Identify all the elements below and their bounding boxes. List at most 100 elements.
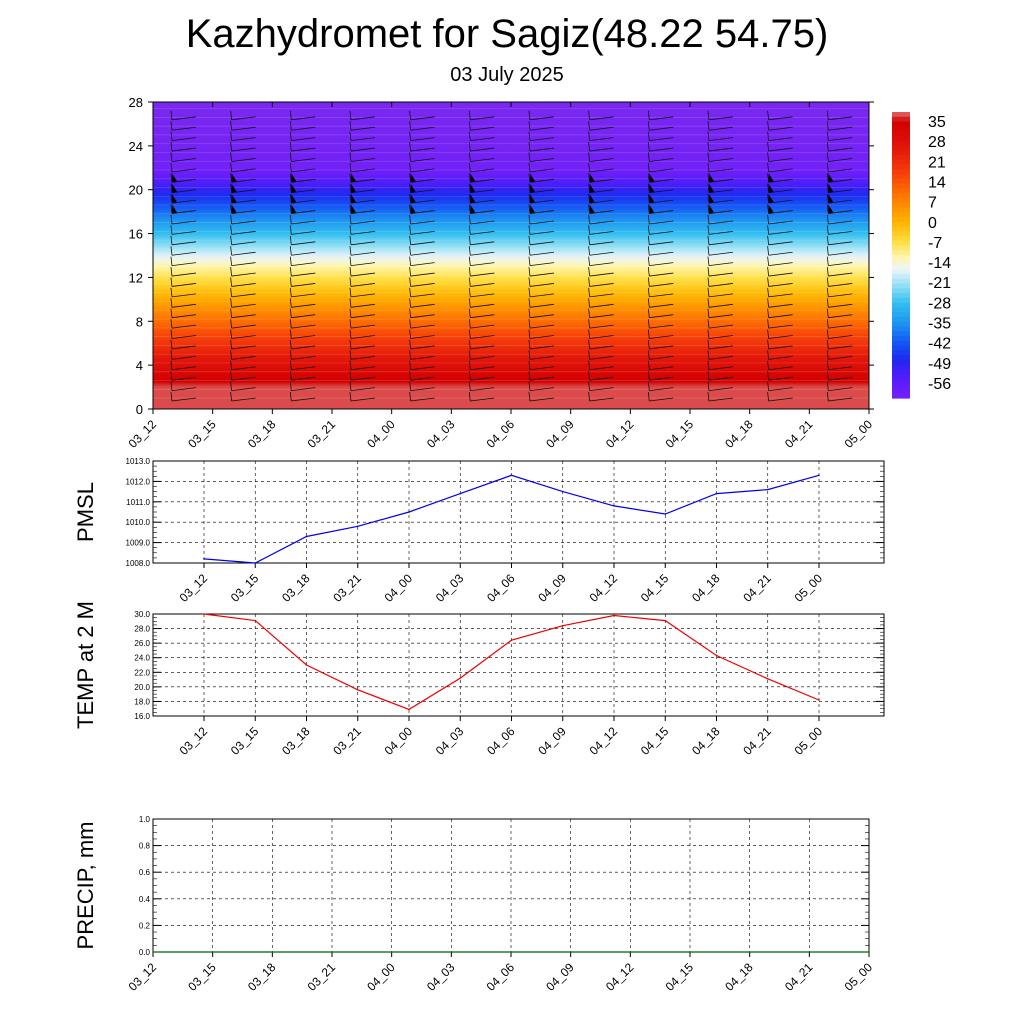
wind-barb bbox=[409, 277, 412, 287]
wind-barb bbox=[470, 199, 495, 204]
x-tick-label: 04_06 bbox=[484, 724, 518, 758]
wind-barb bbox=[410, 178, 435, 183]
wind-barb bbox=[528, 110, 531, 120]
wind-barb bbox=[768, 126, 793, 131]
wind-barb bbox=[291, 324, 316, 329]
x-tick-label: 04_21 bbox=[740, 724, 774, 758]
y-tick-label: 1011.0 bbox=[126, 498, 150, 507]
wind-barb bbox=[768, 147, 793, 152]
wind-barb bbox=[647, 152, 650, 162]
wind-barb bbox=[767, 131, 770, 141]
wind-barb bbox=[171, 158, 197, 162]
wind-barb bbox=[350, 251, 376, 256]
wind-barb bbox=[171, 210, 197, 214]
wind-barb bbox=[768, 178, 793, 183]
wind-barb bbox=[289, 391, 292, 402]
wind-barb bbox=[647, 162, 650, 172]
x-tick-label: 03_21 bbox=[305, 960, 339, 994]
wind-barb bbox=[231, 324, 256, 329]
wind-barb bbox=[767, 121, 770, 131]
wind-barb bbox=[231, 147, 256, 152]
colorbar-swatch bbox=[892, 278, 910, 285]
y-tick-label: 22.0 bbox=[134, 668, 150, 677]
wind-barb bbox=[768, 137, 793, 142]
wind-barb bbox=[826, 391, 829, 402]
wind-barb bbox=[170, 152, 173, 162]
colorbar-swatch bbox=[892, 231, 910, 237]
wind-barb-pennant bbox=[171, 194, 177, 204]
wind-barb bbox=[708, 241, 734, 246]
wind-barb-pennant bbox=[470, 204, 476, 214]
wind-barb bbox=[170, 173, 173, 183]
wind-barb-pennant bbox=[708, 173, 714, 183]
wind-barb bbox=[171, 324, 197, 329]
wind-barb bbox=[588, 121, 591, 131]
wind-barb bbox=[828, 199, 853, 204]
wind-barb bbox=[589, 158, 614, 162]
wind-barb bbox=[768, 376, 793, 381]
colorbar-swatch bbox=[892, 259, 910, 266]
colorbar-swatch bbox=[892, 188, 910, 194]
data-point bbox=[450, 951, 453, 953]
wind-barb bbox=[588, 162, 591, 172]
wind-barb bbox=[828, 366, 853, 371]
wind-barb bbox=[468, 225, 471, 235]
wind-barb bbox=[231, 241, 256, 246]
y-tick-label: 0.2 bbox=[139, 921, 151, 930]
colorbar-swatch bbox=[892, 173, 910, 180]
wind-barb bbox=[468, 350, 471, 360]
wind-barb bbox=[767, 350, 770, 360]
wind-barb bbox=[230, 225, 233, 235]
wind-barb bbox=[768, 397, 793, 402]
wind-barb bbox=[410, 335, 435, 339]
wind-barb bbox=[470, 387, 495, 392]
wind-barb bbox=[350, 293, 376, 298]
wind-barb bbox=[826, 194, 829, 204]
wind-barb bbox=[409, 319, 412, 329]
wind-barb bbox=[291, 241, 316, 246]
wind-barb bbox=[171, 178, 197, 183]
wind-barb bbox=[768, 230, 793, 235]
wind-barb bbox=[528, 308, 531, 318]
data-point bbox=[459, 492, 462, 495]
colorbar-swatch bbox=[892, 121, 910, 127]
x-tick-label: 03_15 bbox=[228, 724, 262, 758]
wind-barb bbox=[589, 168, 614, 173]
wind-barb bbox=[171, 147, 197, 152]
wind-barb bbox=[170, 246, 173, 256]
wind-barb bbox=[529, 116, 555, 121]
wind-barb bbox=[468, 246, 471, 256]
wind-barb-pennant bbox=[589, 183, 595, 193]
wind-barb bbox=[589, 210, 614, 214]
wind-barb bbox=[468, 381, 471, 391]
wind-barb bbox=[230, 256, 233, 266]
wind-barb bbox=[828, 283, 853, 287]
wind-barb bbox=[649, 387, 674, 392]
data-point bbox=[766, 678, 769, 680]
wind-barb bbox=[828, 137, 853, 142]
colorbar-swatch bbox=[892, 388, 910, 394]
wind-barb bbox=[767, 360, 770, 370]
wind-barb bbox=[409, 162, 412, 172]
wind-barb bbox=[470, 335, 495, 339]
x-tick-label: 04_03 bbox=[424, 417, 458, 451]
wind-barb-pennant bbox=[350, 173, 356, 183]
wind-barb bbox=[291, 189, 316, 194]
wind-barb bbox=[708, 147, 734, 152]
wind-barb bbox=[588, 308, 591, 318]
colorbar-label: -49 bbox=[928, 356, 951, 373]
colorbar-label: -28 bbox=[928, 295, 951, 312]
wind-barb bbox=[768, 314, 793, 319]
wind-barb bbox=[171, 376, 197, 381]
y-tick-label: 0.6 bbox=[139, 868, 151, 877]
wind-barb bbox=[409, 235, 412, 245]
wind-barb bbox=[529, 355, 555, 360]
wind-barb bbox=[349, 121, 352, 131]
wind-barb bbox=[647, 319, 650, 329]
colorbar-swatch bbox=[892, 164, 910, 170]
wind-barb bbox=[289, 235, 292, 245]
x-tick-label: 04_00 bbox=[382, 571, 416, 605]
wind-barb bbox=[588, 277, 591, 287]
wind-barb bbox=[470, 178, 495, 183]
wind-barb bbox=[589, 335, 614, 339]
